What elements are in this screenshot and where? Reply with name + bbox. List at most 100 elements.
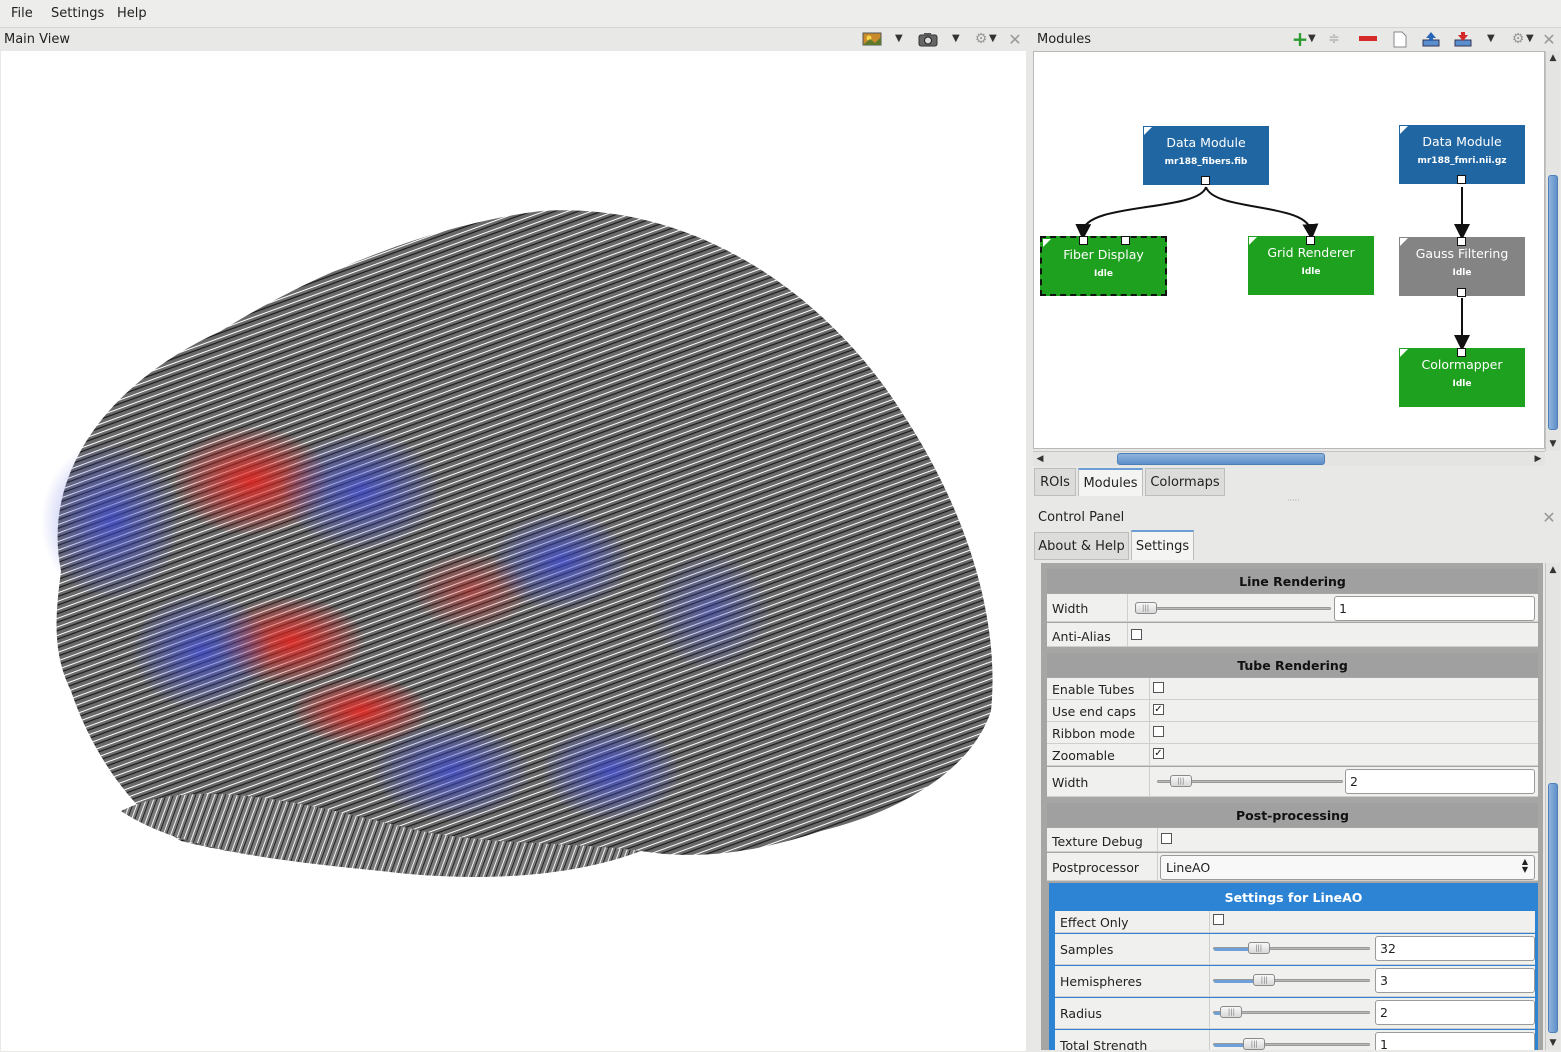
- new-project-icon[interactable]: [1389, 29, 1411, 49]
- select-arrows-icon: ▲ ▼: [1521, 857, 1528, 874]
- gear-dropdown-icon[interactable]: ▼: [989, 33, 997, 44]
- tube-width-slider-handle[interactable]: |||: [1169, 775, 1192, 787]
- radius-slider-fill: [1214, 1012, 1227, 1015]
- scroll-up-icon[interactable]: ▲: [1549, 53, 1557, 63]
- module-data-fibers[interactable]: Data Module mr188_fibers.fib: [1143, 126, 1269, 185]
- input-port[interactable]: [1121, 236, 1130, 245]
- module-corner-marker: [1249, 237, 1257, 245]
- modules-vertical-scrollbar[interactable]: ▲ ▼: [1545, 51, 1560, 451]
- total-strength-slider[interactable]: [1213, 1043, 1370, 1046]
- anti-alias-checkbox[interactable]: [1131, 629, 1142, 640]
- zoomable-label: Zoomable: [1052, 748, 1115, 763]
- postprocessor-select[interactable]: LineAO ▲ ▼: [1160, 855, 1535, 880]
- modules-gear-dropdown-icon[interactable]: ▼: [1526, 33, 1534, 44]
- hemispheres-slider-handle[interactable]: |||: [1253, 974, 1276, 986]
- radius-slider-handle[interactable]: |||: [1220, 1006, 1243, 1018]
- add-module-dropdown-icon[interactable]: ▼: [1308, 33, 1316, 44]
- camera-icon[interactable]: [917, 29, 939, 49]
- radius-input[interactable]: 2: [1375, 1000, 1535, 1025]
- tab-colormaps[interactable]: Colormaps: [1145, 468, 1225, 496]
- output-port[interactable]: [1201, 176, 1210, 185]
- scroll-down-icon[interactable]: ▼: [1549, 439, 1557, 449]
- module-name: Data Module: [1422, 134, 1502, 149]
- texture-debug-checkbox[interactable]: [1161, 833, 1172, 844]
- add-module-icon[interactable]: +: [1291, 27, 1309, 51]
- background-dropdown-icon[interactable]: ▼: [895, 33, 903, 44]
- module-name: Fiber Display: [1063, 247, 1144, 262]
- ribbon-mode-label: Ribbon mode: [1052, 726, 1136, 741]
- samples-slider[interactable]: [1213, 947, 1370, 950]
- modules-gear-icon[interactable]: ⚙: [1511, 31, 1525, 47]
- line-width-slider-handle[interactable]: |||: [1134, 602, 1157, 614]
- menu-help[interactable]: Help: [117, 6, 147, 21]
- remove-module-icon[interactable]: [1357, 29, 1379, 49]
- radius-slider[interactable]: [1213, 1011, 1370, 1014]
- control-panel-scrollbar[interactable]: ▲ ▼: [1545, 563, 1560, 1050]
- section-tube-rendering: Tube Rendering: [1047, 653, 1538, 677]
- module-data-fmri[interactable]: Data Module mr188_fmri.nii.gz: [1399, 125, 1525, 184]
- total-strength-slider-handle[interactable]: |||: [1243, 1038, 1266, 1050]
- postprocessor-label: Postprocessor: [1052, 860, 1139, 875]
- scroll-right-icon[interactable]: ▶: [1534, 454, 1542, 464]
- zoomable-checkbox[interactable]: ✓: [1153, 748, 1164, 759]
- gear-icon[interactable]: ⚙: [974, 31, 988, 47]
- line-width-slider[interactable]: [1135, 607, 1331, 610]
- postprocessor-value: LineAO: [1166, 860, 1211, 875]
- close-icon[interactable]: ✕: [1008, 29, 1022, 49]
- tube-width-label: Width: [1052, 775, 1089, 790]
- scroll-left-icon[interactable]: ◀: [1036, 454, 1044, 464]
- module-name: Grid Renderer: [1267, 245, 1355, 260]
- module-grid-renderer[interactable]: Grid Renderer Idle: [1248, 236, 1374, 295]
- modules-close-icon[interactable]: ✕: [1542, 29, 1556, 49]
- scroll-thumb[interactable]: [1117, 453, 1325, 465]
- module-graph-canvas[interactable]: Data Module mr188_fibers.fib Data Module…: [1033, 51, 1545, 449]
- end-caps-checkbox[interactable]: ✓: [1153, 704, 1164, 715]
- input-port[interactable]: [1306, 236, 1315, 245]
- enable-tubes-checkbox[interactable]: [1153, 682, 1164, 693]
- save-dropdown-icon[interactable]: ▼: [1487, 33, 1495, 44]
- output-port[interactable]: [1457, 175, 1466, 184]
- arrange-icon[interactable]: ≑: [1328, 31, 1340, 47]
- tab-about-help[interactable]: About & Help: [1034, 532, 1129, 560]
- module-subtitle: Idle: [1452, 268, 1472, 278]
- hemispheres-slider[interactable]: [1213, 979, 1370, 982]
- ribbon-mode-checkbox[interactable]: [1153, 726, 1164, 737]
- modules-horizontal-scrollbar[interactable]: ◀ ▶: [1033, 451, 1545, 466]
- total-strength-input[interactable]: 1: [1375, 1032, 1535, 1050]
- scroll-thumb[interactable]: [1548, 783, 1558, 1033]
- input-port[interactable]: [1079, 236, 1088, 245]
- output-port[interactable]: [1457, 288, 1466, 297]
- module-colormapper[interactable]: Colormapper Idle: [1399, 348, 1525, 407]
- tab-modules[interactable]: Modules: [1078, 468, 1143, 496]
- line-width-input[interactable]: 1: [1334, 596, 1535, 621]
- control-panel-close-icon[interactable]: ✕: [1542, 507, 1556, 527]
- module-connections: [1075, 186, 1470, 351]
- effect-only-checkbox[interactable]: [1213, 914, 1224, 925]
- input-port[interactable]: [1457, 237, 1466, 246]
- tab-settings[interactable]: Settings: [1131, 530, 1194, 560]
- total-strength-label: Total Strength: [1060, 1038, 1148, 1050]
- module-fiber-display[interactable]: Fiber Display Idle: [1040, 236, 1167, 296]
- tube-width-slider[interactable]: [1157, 780, 1343, 783]
- radius-label: Radius: [1060, 1006, 1102, 1021]
- input-port[interactable]: [1457, 348, 1466, 357]
- background-image-icon[interactable]: [861, 29, 883, 49]
- save-icon[interactable]: [1452, 29, 1474, 49]
- menu-file[interactable]: File: [11, 6, 33, 21]
- main-view-canvas[interactable]: [1, 51, 1026, 1051]
- camera-dropdown-icon[interactable]: ▼: [952, 33, 960, 44]
- texture-debug-label: Texture Debug: [1052, 834, 1143, 849]
- tab-rois[interactable]: ROIs: [1034, 468, 1076, 496]
- samples-input[interactable]: 32: [1375, 936, 1535, 961]
- scroll-down-icon[interactable]: ▼: [1549, 1038, 1557, 1048]
- samples-slider-handle[interactable]: |||: [1247, 942, 1270, 954]
- menu-settings[interactable]: Settings: [51, 6, 105, 21]
- scroll-up-icon[interactable]: ▲: [1549, 565, 1557, 575]
- hemispheres-input[interactable]: 3: [1375, 968, 1535, 993]
- scroll-thumb[interactable]: [1548, 175, 1558, 430]
- splitter-handle[interactable]: ·····: [1287, 496, 1300, 505]
- load-icon[interactable]: [1420, 29, 1442, 49]
- line-width-row: Width ||| 1: [1047, 594, 1538, 622]
- tube-width-input[interactable]: 2: [1345, 769, 1535, 794]
- module-gauss-filtering[interactable]: Gauss Filtering Idle: [1399, 237, 1525, 297]
